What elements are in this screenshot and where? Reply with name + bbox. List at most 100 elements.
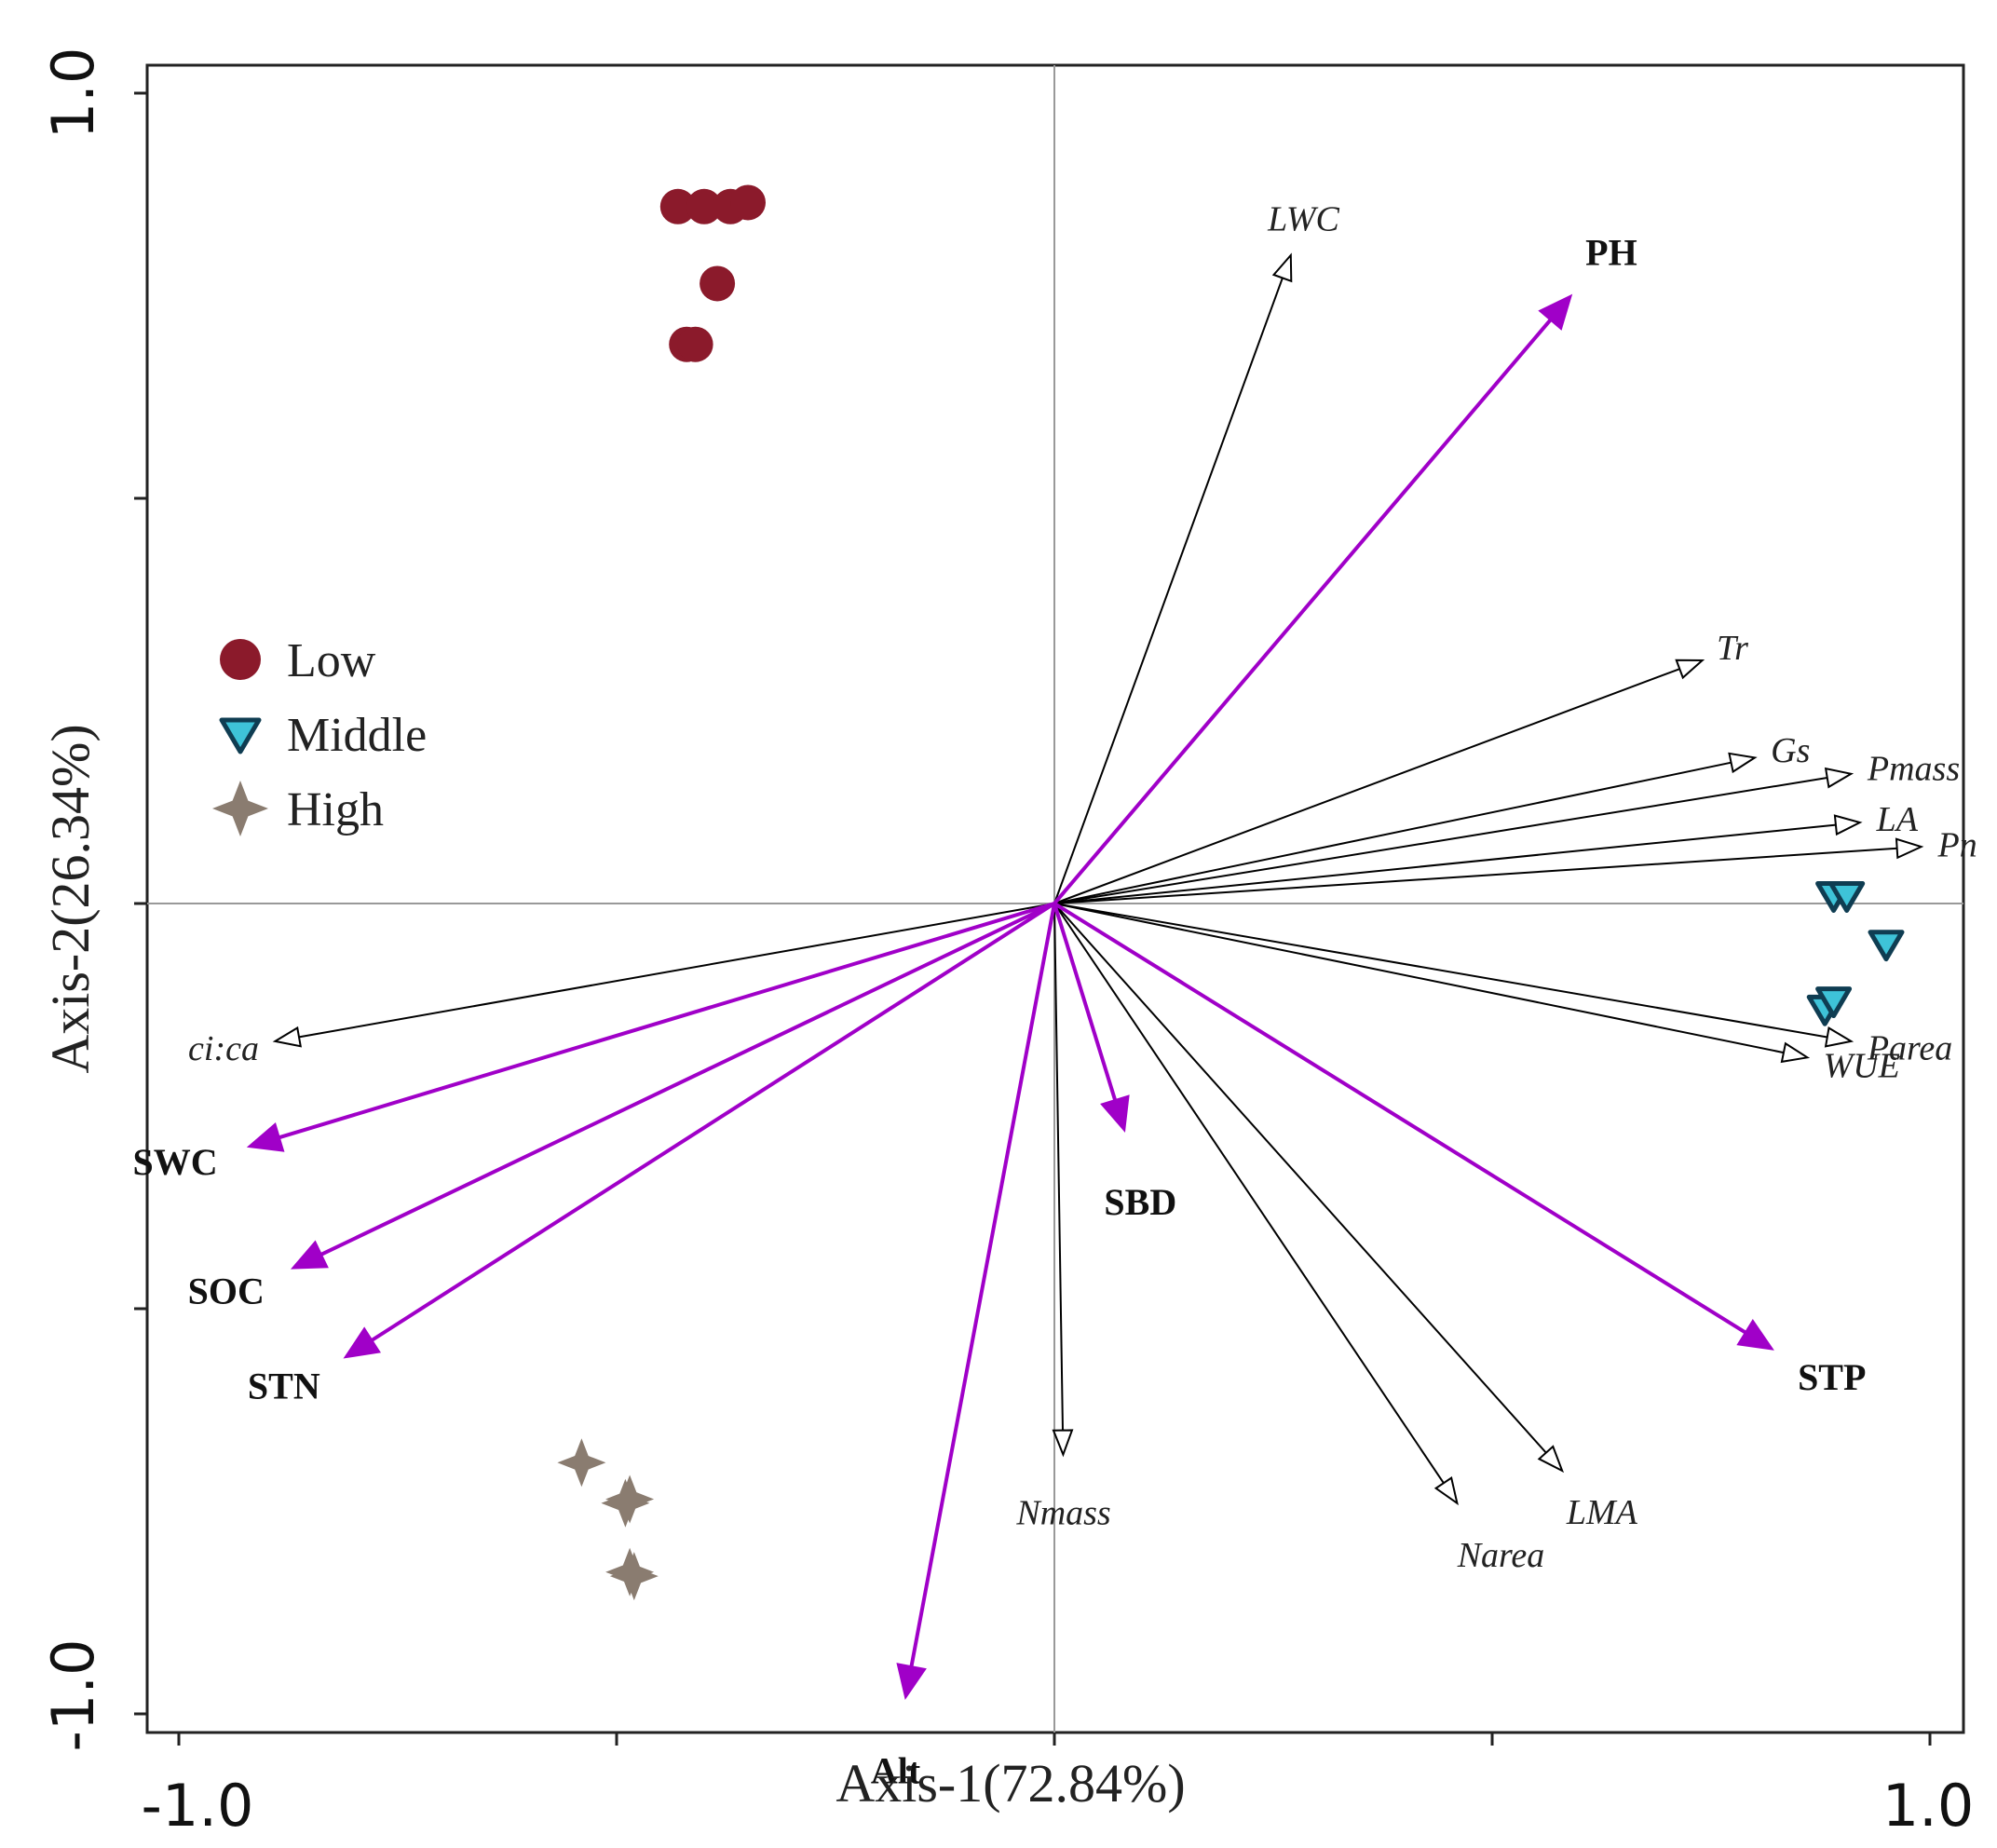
legend-label: Low xyxy=(287,634,376,687)
vector-line xyxy=(1053,761,1732,904)
vector-arrowhead xyxy=(1675,659,1705,680)
vector-arrowhead xyxy=(1052,1429,1074,1458)
vector-ph: PH xyxy=(1053,231,1637,905)
vector-ci-ca: ci:ca xyxy=(188,903,1055,1068)
vector-arrowhead xyxy=(1537,1445,1565,1474)
vector-line xyxy=(320,902,1055,1257)
vector-la: LA xyxy=(1053,800,1919,904)
vector-arrowhead xyxy=(246,1122,285,1152)
vector-label: Narea xyxy=(1457,1536,1545,1575)
legend-marker xyxy=(220,639,261,680)
vector-arrowhead xyxy=(1833,814,1863,836)
legend-label: Middle xyxy=(287,709,427,762)
vector-wue: WUE xyxy=(1053,903,1900,1085)
vector-arrowhead xyxy=(272,1026,302,1048)
vector-label: Pn xyxy=(1937,825,1977,864)
legend-marker xyxy=(212,781,268,836)
vector-label: ci:ca xyxy=(188,1029,259,1068)
vector-tr: Tr xyxy=(1053,629,1748,904)
vector-lma: LMA xyxy=(1053,903,1638,1532)
vector-arrowhead xyxy=(1895,837,1924,860)
vector-label: SWC xyxy=(133,1141,218,1183)
vector-arrowhead xyxy=(896,1663,927,1701)
vector-pn: Pn xyxy=(1053,825,1977,904)
x-tick-label: 1.0 xyxy=(1882,1772,1975,1840)
vector-nmass: Nmass xyxy=(1015,903,1111,1533)
vector-line xyxy=(371,902,1056,1342)
vector-line xyxy=(1053,903,1445,1484)
vector-line xyxy=(1053,903,1118,1101)
legend-entry-high: High xyxy=(212,781,384,836)
vector-line xyxy=(298,903,1055,1039)
vector-label: STP xyxy=(1798,1356,1866,1398)
point-middle xyxy=(1868,930,1905,962)
legend-entry-low: Low xyxy=(220,634,376,687)
vector-arrowhead xyxy=(1736,1318,1774,1351)
vector-alt: Alt xyxy=(871,903,1056,1792)
vector-sbd: SBD xyxy=(1053,903,1176,1223)
vector-arrowhead xyxy=(1433,1475,1459,1506)
vector-label: LMA xyxy=(1566,1493,1638,1532)
vector-lwc: LWC xyxy=(1053,199,1340,904)
y-tick-label: -1.0 xyxy=(39,1639,107,1752)
point-low xyxy=(659,188,696,224)
vector-label: SOC xyxy=(188,1270,265,1312)
vector-line xyxy=(1053,903,1827,1039)
vector-line xyxy=(1053,847,1897,904)
vector-arrowhead xyxy=(1780,1041,1811,1064)
vector-parea: Parea xyxy=(1053,903,1952,1068)
vector-line xyxy=(1053,668,1680,904)
vector-line xyxy=(1053,902,1746,1335)
vector-stp: STP xyxy=(1053,902,1866,1398)
vector-line xyxy=(1053,823,1837,904)
legend-entry-middle: Middle xyxy=(219,709,427,762)
vector-soc: SOC xyxy=(188,902,1055,1312)
vector-label: Alt xyxy=(871,1750,921,1792)
vector-arrowhead xyxy=(343,1326,381,1359)
vector-line xyxy=(909,903,1056,1667)
vector-stn: STN xyxy=(248,902,1056,1406)
point-high xyxy=(605,1547,655,1597)
vector-line xyxy=(1053,903,1785,1054)
vector-label: Nmass xyxy=(1015,1494,1110,1533)
vector-line xyxy=(1053,278,1284,904)
vector-label: Pmass xyxy=(1867,749,1960,788)
vector-narea: Narea xyxy=(1053,903,1545,1575)
vector-arrowhead xyxy=(1100,1094,1130,1133)
vector-pmass: Pmass xyxy=(1053,749,1960,904)
point-low xyxy=(686,188,722,224)
vector-label: Parea xyxy=(1867,1029,1952,1068)
vector-arrowhead xyxy=(1824,767,1854,789)
vector-gs: Gs xyxy=(1053,731,1810,904)
x-axis-title: Axis-1(72.84%) xyxy=(835,1753,1185,1814)
point-high xyxy=(605,1474,655,1524)
legend: Low Middle High xyxy=(212,634,427,836)
point-low xyxy=(700,265,736,302)
sample-points xyxy=(557,184,1905,1601)
vector-line xyxy=(1053,903,1547,1454)
vector-arrowhead xyxy=(290,1240,329,1270)
vector-label: WUE xyxy=(1824,1046,1900,1085)
vector-arrowhead xyxy=(1728,752,1758,774)
vector-label: SBD xyxy=(1104,1181,1176,1223)
y-tick-label: 1.0 xyxy=(39,48,107,140)
vector-label: STN xyxy=(248,1365,320,1406)
vector-line xyxy=(1053,319,1553,905)
vector-arrowhead xyxy=(1271,252,1293,283)
vector-swc: SWC xyxy=(133,902,1055,1183)
vector-arrowhead xyxy=(1538,293,1573,331)
point-middle xyxy=(1815,986,1853,1019)
vector-label: LWC xyxy=(1267,199,1339,238)
vector-arrowhead xyxy=(1824,1026,1854,1048)
point-middle xyxy=(1828,881,1866,913)
vector-line xyxy=(278,902,1055,1140)
legend-label: High xyxy=(287,783,384,836)
axis-ticks: -1.0 1.0 -1.0 1.0 xyxy=(39,48,1974,1840)
y-axis-title: Axis-2(26.34%) xyxy=(40,724,101,1073)
vector-label: Gs xyxy=(1771,731,1810,770)
point-low xyxy=(730,184,766,221)
legend-marker xyxy=(219,717,262,754)
